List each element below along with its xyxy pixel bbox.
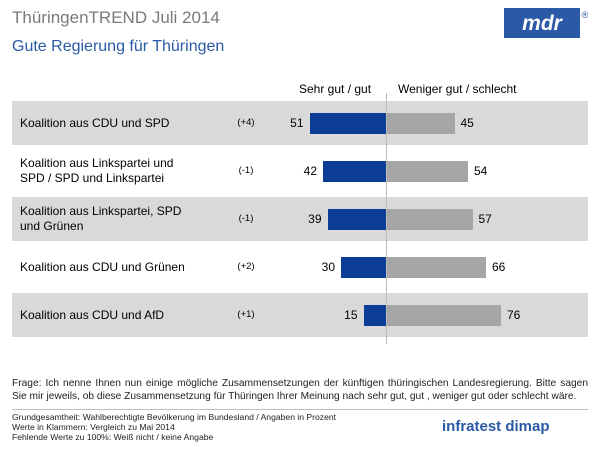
value-label-positive: 39 — [308, 212, 322, 226]
footer-comparison: Werte in Klammern: Vergleich zu Mai 2014 — [12, 422, 175, 432]
change-value: (+2) — [237, 261, 255, 272]
value-label-negative: 45 — [460, 116, 474, 130]
category-label-line: Koalition aus Linkspartei und — [20, 156, 174, 170]
bar-negative — [387, 256, 486, 278]
chart-title: Gute Regierung für Thüringen — [12, 38, 225, 55]
footer-missing: Fehlende Werte zu 100%: Weiß nicht / kei… — [12, 432, 214, 442]
logo-symbol: ® — [582, 10, 589, 20]
change-value: (+4) — [237, 117, 255, 128]
footer-divider — [12, 409, 588, 410]
value-label-negative: 54 — [474, 164, 488, 178]
category-label-line: Koalition aus CDU und SPD — [20, 115, 170, 130]
category-label: Koalition aus Linkspartei und SPD / SPD u… — [20, 156, 173, 186]
report-title: ThüringenTREND Juli 2014 — [12, 8, 220, 27]
bar-positive — [323, 160, 386, 182]
bar-positive — [309, 112, 386, 134]
category-label: Koalition aus CDU und AfD — [20, 308, 164, 323]
logo-text: mdr — [522, 12, 564, 35]
category-label: Koalition aus CDU und SPD — [20, 116, 169, 131]
bar-negative — [387, 208, 473, 230]
mdr-logo: mdr ® — [504, 8, 589, 38]
bar-negative — [387, 304, 501, 326]
bar-positive — [341, 256, 386, 278]
change-value: (+1) — [237, 309, 255, 320]
category-label-line: SPD / SPD und Linkspartei — [20, 171, 165, 185]
column-header-negative: Weniger gut / schlecht — [398, 82, 517, 96]
infratest-dimap-brand: infratest dimap — [442, 418, 550, 435]
value-label-positive: 15 — [344, 308, 358, 322]
bar-negative — [387, 160, 468, 182]
bar-negative — [387, 112, 455, 134]
zero-axis — [386, 93, 387, 344]
value-label-positive: 42 — [303, 164, 317, 178]
category-label: Koalition aus CDU und Grünen — [20, 260, 185, 275]
column-header-positive: Sehr gut / gut — [299, 82, 372, 96]
category-label: Koalition aus Linkspartei, SPD und Grünen — [20, 204, 181, 234]
value-label-positive: 30 — [321, 260, 335, 274]
change-value: (-1) — [238, 213, 254, 224]
footer-population: Grundgesamtheit: Wahlberechtigte Bevölke… — [12, 412, 337, 422]
change-value: (-1) — [238, 165, 254, 176]
value-label-positive: 51 — [290, 116, 304, 130]
bar-positive — [327, 208, 386, 230]
row-background — [12, 101, 588, 145]
bar-positive — [363, 304, 386, 326]
category-label-line: Koalition aus CDU und AfD — [20, 307, 165, 322]
value-label-negative: 66 — [492, 260, 506, 274]
row-background — [12, 149, 588, 193]
value-label-negative: 57 — [478, 212, 492, 226]
category-label-line: Koalition aus CDU und Grünen — [20, 259, 185, 274]
category-label-line: Koalition aus Linkspartei, SPD — [20, 204, 182, 218]
category-label-line: und Grünen — [20, 219, 84, 233]
row-background — [12, 197, 588, 241]
question-note: Frage: Ich nenne Ihnen nun einige möglic… — [12, 378, 588, 402]
row-background — [12, 245, 588, 289]
value-label-negative: 76 — [507, 308, 521, 322]
